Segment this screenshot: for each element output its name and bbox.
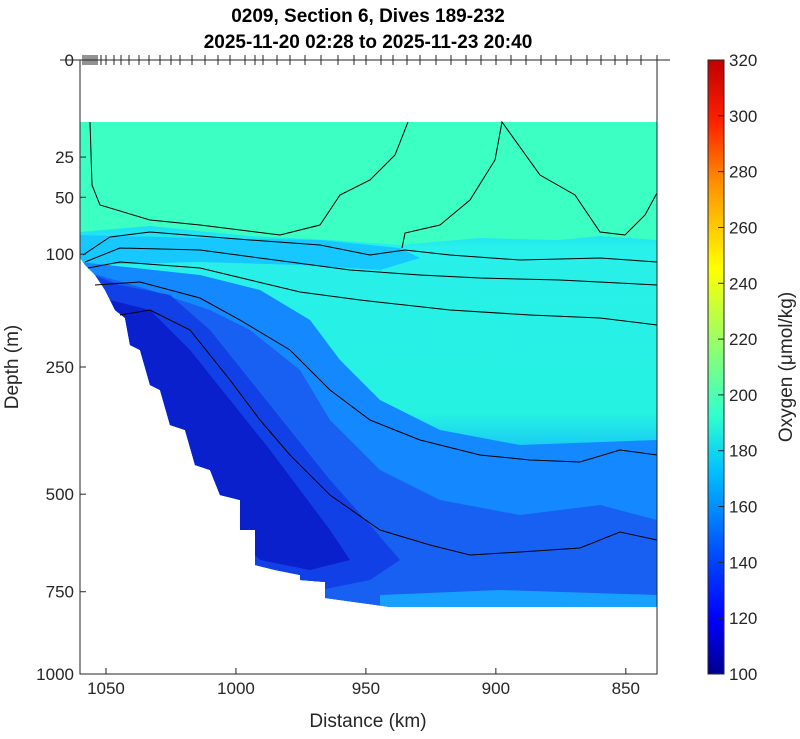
y-tick-label: 100 xyxy=(46,245,74,264)
colorbar-axis: 320 300 280 260 240 220 200 180 160 140 120 100 xyxy=(718,51,757,684)
intermediate-patch xyxy=(410,290,520,360)
colorbar-tick-label: 280 xyxy=(729,163,757,182)
chart-title-line2: 2025-11-20 02:28 to 2025-11-23 20:40 xyxy=(204,32,533,53)
colorbar-tick-label: 240 xyxy=(729,274,757,293)
colorbar-tick-label: 220 xyxy=(729,330,757,349)
y-tick-label: 25 xyxy=(55,148,74,167)
chart-title-line1: 0209, Section 6, Dives 189-232 xyxy=(231,6,505,27)
contour-line xyxy=(401,120,658,249)
colorbar-tick-label: 120 xyxy=(729,609,757,628)
x-axis: 1050 1000 950 900 850 xyxy=(87,668,640,698)
colorbar-tick-label: 140 xyxy=(729,553,757,572)
contour-line xyxy=(119,309,658,556)
y-tick-label: 50 xyxy=(55,188,74,207)
y-axis: 0 25 50 100 250 500 750 1000 xyxy=(36,51,86,684)
x-axis-label: Distance (km) xyxy=(309,711,426,732)
x-tick-label: 850 xyxy=(612,679,640,698)
contour-line xyxy=(89,121,409,236)
colorbar xyxy=(707,59,725,675)
thermocline-band xyxy=(80,235,420,270)
y-tick-label: 750 xyxy=(46,583,74,602)
y-tick-label: 250 xyxy=(46,358,74,377)
colorbar-tick-label: 180 xyxy=(729,442,757,461)
x-tick-label: 900 xyxy=(482,679,510,698)
slope-core xyxy=(110,300,350,570)
contour-lines xyxy=(82,120,658,556)
contour-line xyxy=(94,281,658,463)
bottom-edge xyxy=(380,590,657,607)
x-tick-label: 1050 xyxy=(87,679,125,698)
x-tick-label: 1000 xyxy=(217,679,255,698)
dive-ticks xyxy=(60,55,670,65)
contour-line xyxy=(84,247,658,286)
x-tick-label: 950 xyxy=(352,679,380,698)
colorbar-tick-label: 260 xyxy=(729,218,757,237)
colorbar-tick-label: 200 xyxy=(729,386,757,405)
contour-line xyxy=(87,261,658,326)
surface-layer xyxy=(80,122,657,245)
contour-fill xyxy=(80,122,657,607)
y-tick-label: 1000 xyxy=(36,665,74,684)
y-tick-label: 500 xyxy=(46,485,74,504)
colorbar-tick-label: 320 xyxy=(729,51,757,70)
y-tick-label: 0 xyxy=(65,51,74,70)
colorbar-label: Oxygen (μmol/kg) xyxy=(776,292,797,442)
y-axis-label: Depth (m) xyxy=(2,325,23,409)
contour-line xyxy=(82,231,658,263)
colorbar-tick-label: 160 xyxy=(729,498,757,517)
colorbar-tick-label: 300 xyxy=(729,107,757,126)
colorbar-tick-label: 100 xyxy=(729,665,757,684)
